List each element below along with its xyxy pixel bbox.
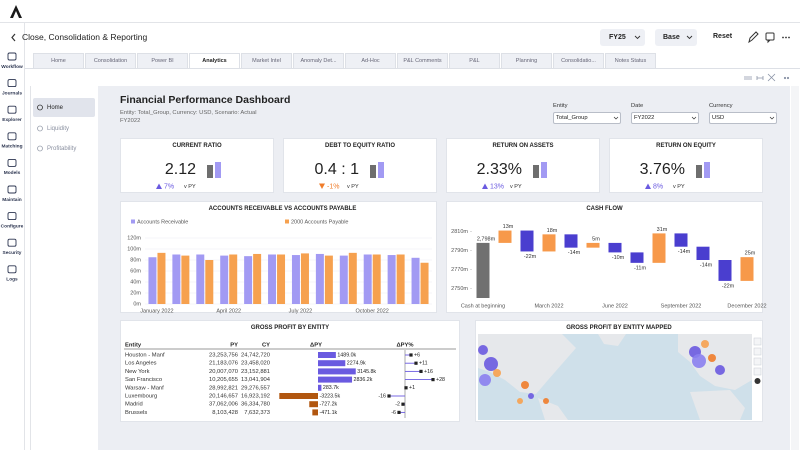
sidebar-label: Journals	[2, 90, 22, 96]
filter-label: Date	[631, 103, 644, 109]
top-bar-divider	[0, 22, 800, 23]
sidebar-icon[interactable]	[7, 105, 17, 114]
chart-card	[446, 201, 763, 313]
year-select[interactable]: FY25	[600, 29, 645, 46]
sidebar-label: Matching	[1, 144, 22, 150]
tab[interactable]: Home	[33, 53, 84, 68]
sidebar-icon[interactable]	[7, 185, 17, 194]
subnav-icon[interactable]	[37, 145, 43, 152]
scenario-select[interactable]: Base	[655, 29, 697, 46]
filter-label: Currency	[709, 103, 733, 109]
table-card	[120, 320, 460, 422]
tab[interactable]: Market Intel	[241, 53, 292, 68]
tab[interactable]: P&L	[449, 53, 500, 68]
sidebar-label: Configure	[1, 223, 24, 229]
filter-label: Entity	[553, 103, 568, 109]
tab-divider	[25, 68, 800, 69]
kpi-card	[120, 138, 274, 193]
chart-card	[120, 201, 437, 313]
sidebar-label: Workflow	[1, 64, 23, 70]
sidebar-icon[interactable]	[7, 212, 17, 221]
reset-button[interactable]: Reset	[713, 33, 733, 40]
scrollbar[interactable]	[791, 86, 799, 450]
sidebar-label: Models	[4, 170, 21, 176]
sidebar-label: Explorer	[2, 117, 22, 123]
comment-icon[interactable]	[765, 32, 775, 44]
tab[interactable]: P&L Comments	[397, 53, 448, 68]
tab[interactable]: Consolidatio...	[553, 53, 604, 68]
filter-select[interactable]: FY2022	[631, 112, 699, 124]
sidebar-label: Maintain	[2, 197, 22, 203]
dashboard-subtitle: Entity: Total_Group, Currency: USD, Scen…	[120, 110, 257, 124]
sidebar-icon[interactable]	[7, 158, 17, 167]
kpi-card	[283, 138, 437, 193]
subnav-item: Liquidity	[47, 126, 69, 132]
tab[interactable]: Ad-Hoc	[345, 53, 396, 68]
subnav-icon[interactable]	[37, 125, 43, 132]
sidebar-label: Security	[3, 250, 22, 256]
tab[interactable]: Planning	[501, 53, 552, 68]
map-card	[475, 320, 763, 422]
subnav-item: Profitability	[47, 146, 76, 152]
tab[interactable]: Anomaly Det...	[293, 53, 344, 68]
sidebar-divider	[24, 23, 25, 450]
tab[interactable]: Notes Status	[605, 53, 656, 68]
more-icon[interactable]	[782, 36, 790, 39]
subnav-active	[33, 98, 95, 117]
sidebar-label: Logs	[6, 277, 18, 283]
view-icons[interactable]	[744, 73, 790, 82]
logo[interactable]	[10, 5, 22, 18]
dashboard-title: Financial Performance Dashboard	[120, 94, 291, 106]
kpi-card	[446, 138, 600, 193]
tab[interactable]: Power BI	[137, 53, 188, 68]
sidebar-icon[interactable]	[7, 52, 17, 61]
filter-select[interactable]: USD	[709, 112, 777, 124]
tab[interactable]: Consolidation	[85, 53, 136, 68]
edit-icon[interactable]	[748, 31, 759, 44]
app-title: Close, Consolidation & Reporting	[22, 32, 148, 42]
subnav-divider	[30, 86, 31, 450]
tab[interactable]: Analytics	[189, 53, 240, 68]
sidebar-icon[interactable]	[7, 265, 17, 274]
filter-select[interactable]: Total_Group	[553, 112, 621, 124]
sidebar-icon[interactable]	[7, 79, 17, 88]
sidebar-icon[interactable]	[7, 238, 17, 247]
kpi-card	[609, 138, 763, 193]
sidebar-icon[interactable]	[7, 132, 17, 141]
back-arrow[interactable]	[11, 33, 16, 42]
